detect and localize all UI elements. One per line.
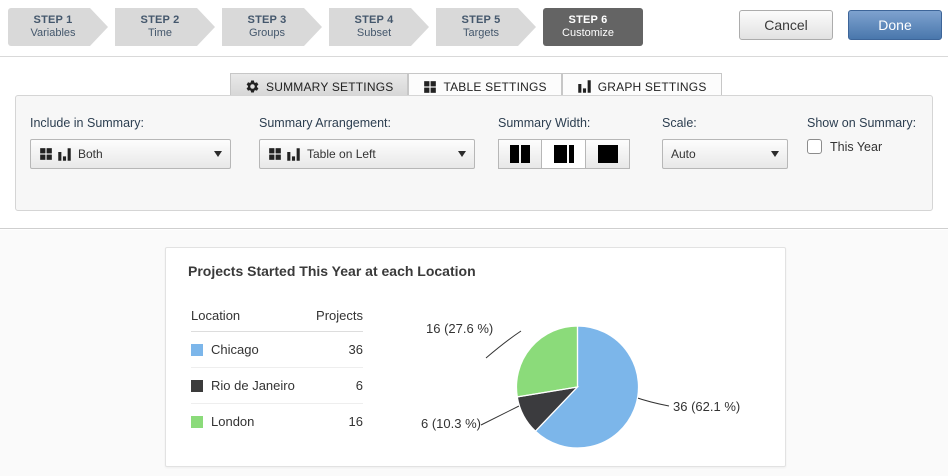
svg-text:6 (10.3 %): 6 (10.3 %) [421,416,481,431]
svg-text:16 (27.6 %): 16 (27.6 %) [426,321,493,336]
svg-text:36 (62.1 %): 36 (62.1 %) [673,399,740,414]
